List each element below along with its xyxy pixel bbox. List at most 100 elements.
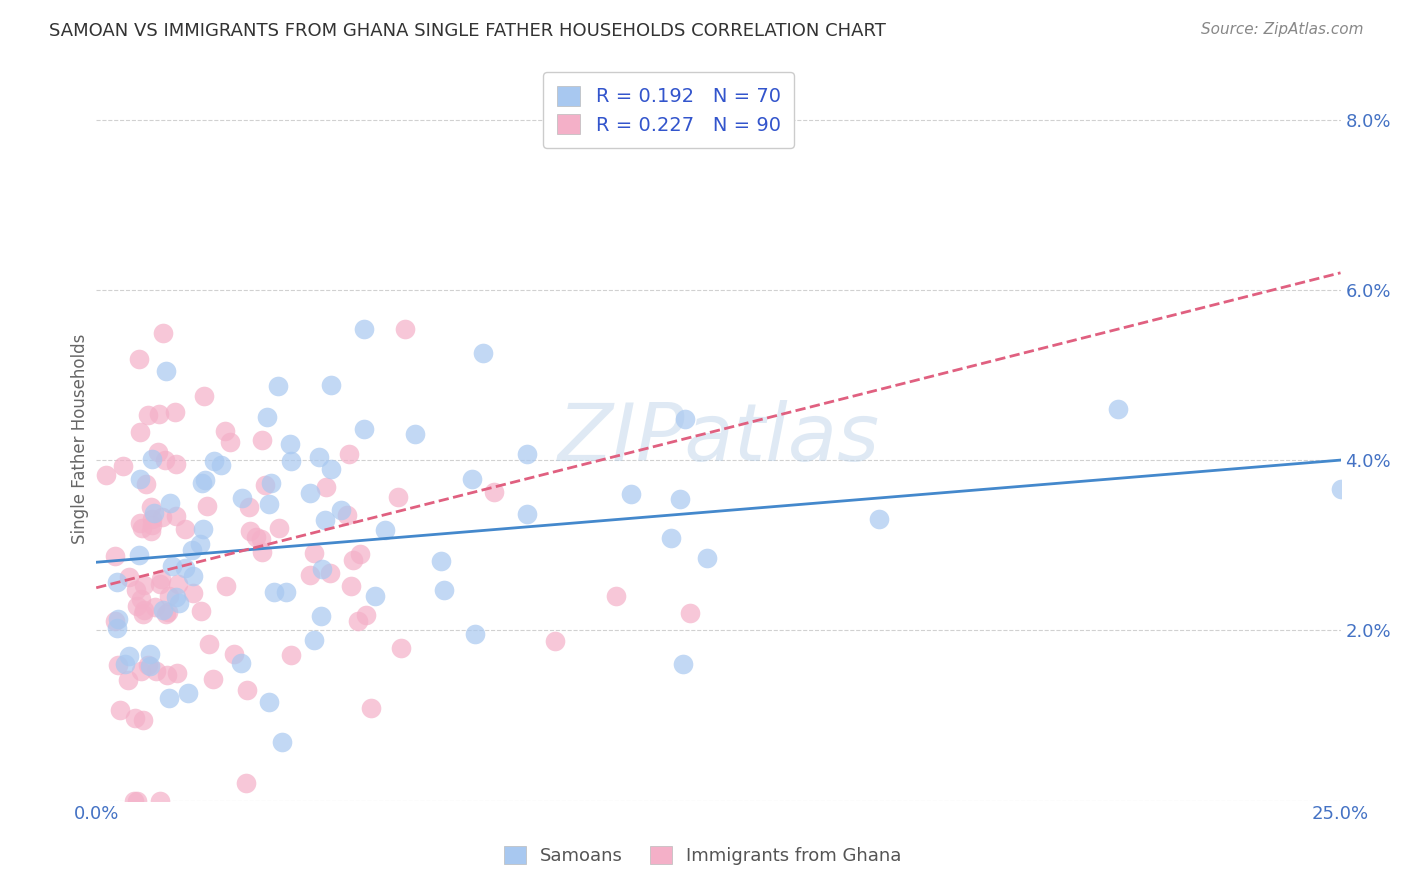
Point xyxy=(135,477,157,491)
Point xyxy=(696,550,718,565)
Point xyxy=(191,476,214,491)
Point xyxy=(166,577,188,591)
Point xyxy=(302,546,325,560)
Point xyxy=(131,521,153,535)
Point xyxy=(139,659,162,673)
Point xyxy=(209,458,232,473)
Point xyxy=(245,530,267,544)
Point xyxy=(1329,482,1351,496)
Point xyxy=(620,487,643,501)
Point xyxy=(107,612,129,626)
Point xyxy=(193,522,215,536)
Point xyxy=(231,491,253,506)
Point xyxy=(319,566,342,580)
Point xyxy=(129,516,152,530)
Point xyxy=(157,691,180,706)
Point xyxy=(163,405,186,419)
Point xyxy=(250,532,273,546)
Point xyxy=(250,433,273,447)
Point xyxy=(114,657,136,672)
Point xyxy=(311,561,333,575)
Point xyxy=(430,554,453,568)
Point xyxy=(128,351,150,366)
Point xyxy=(132,607,155,622)
Point xyxy=(321,378,343,392)
Point xyxy=(108,703,131,717)
Point xyxy=(235,775,257,789)
Point xyxy=(257,695,280,709)
Point xyxy=(516,507,538,521)
Point xyxy=(150,509,173,524)
Point xyxy=(125,794,148,808)
Point xyxy=(1107,402,1129,417)
Point xyxy=(190,604,212,618)
Point xyxy=(259,475,281,490)
Point xyxy=(94,467,117,482)
Point xyxy=(235,683,257,698)
Point xyxy=(105,575,128,590)
Point xyxy=(141,524,163,538)
Point xyxy=(141,512,163,526)
Point xyxy=(129,664,152,678)
Point xyxy=(360,701,382,715)
Point xyxy=(134,577,156,591)
Text: ZIPatlas: ZIPatlas xyxy=(557,400,879,478)
Point xyxy=(309,609,332,624)
Point xyxy=(404,426,426,441)
Point xyxy=(129,591,152,606)
Point xyxy=(152,603,174,617)
Point xyxy=(155,607,177,622)
Point xyxy=(118,569,141,583)
Point xyxy=(353,322,375,336)
Point xyxy=(484,485,506,500)
Point xyxy=(166,590,188,604)
Point xyxy=(274,585,297,599)
Point xyxy=(166,665,188,680)
Point xyxy=(143,506,166,520)
Point xyxy=(104,614,127,628)
Point xyxy=(118,648,141,663)
Point xyxy=(679,606,702,620)
Point xyxy=(128,548,150,562)
Point xyxy=(257,497,280,511)
Point xyxy=(155,364,177,378)
Point xyxy=(267,521,290,535)
Point xyxy=(112,459,135,474)
Point xyxy=(134,603,156,617)
Point xyxy=(278,437,301,451)
Point xyxy=(252,545,274,559)
Point xyxy=(139,647,162,661)
Point xyxy=(194,473,217,487)
Point xyxy=(117,673,139,687)
Legend: R = 0.192   N = 70, R = 0.227   N = 90: R = 0.192 N = 70, R = 0.227 N = 90 xyxy=(543,72,794,148)
Point xyxy=(672,657,695,671)
Point xyxy=(201,672,224,686)
Point xyxy=(319,462,342,476)
Point xyxy=(173,522,195,536)
Point xyxy=(394,322,416,336)
Point xyxy=(669,491,692,506)
Point xyxy=(263,585,285,599)
Point xyxy=(460,472,482,486)
Point xyxy=(193,389,215,403)
Point xyxy=(177,686,200,700)
Point xyxy=(389,641,412,656)
Point xyxy=(214,424,236,438)
Point xyxy=(387,491,409,505)
Point xyxy=(349,547,371,561)
Point xyxy=(374,523,396,537)
Point xyxy=(155,453,177,467)
Point xyxy=(256,410,278,425)
Point xyxy=(157,589,180,603)
Point xyxy=(105,621,128,635)
Point xyxy=(353,422,375,436)
Point xyxy=(104,549,127,563)
Point xyxy=(128,425,150,440)
Point xyxy=(337,447,360,461)
Point xyxy=(218,435,240,450)
Point xyxy=(173,561,195,575)
Point xyxy=(152,326,174,340)
Point xyxy=(143,599,166,614)
Point xyxy=(157,605,180,619)
Point xyxy=(107,658,129,673)
